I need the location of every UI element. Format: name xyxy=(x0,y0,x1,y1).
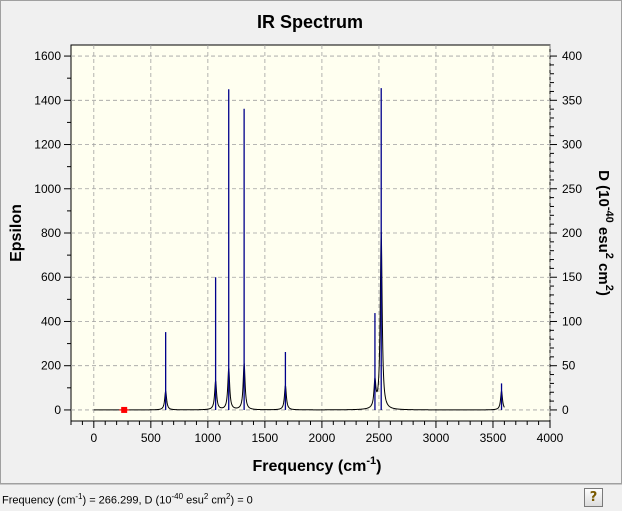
status-i: ) = 0 xyxy=(230,494,253,507)
x-axis-title-main: Frequency (cm xyxy=(253,458,367,475)
x-axis-title: Frequency (cm-1) xyxy=(253,455,382,475)
status-e: esu xyxy=(183,494,204,507)
x-tick-label: 3500 xyxy=(480,431,507,445)
y2-axis-title: D (10-40 esu2 cm2) xyxy=(595,170,615,296)
x-axis-title-end: ) xyxy=(376,458,381,475)
status-readout: Frequency (cm-1) = 266.299, D (10-40 esu… xyxy=(2,492,253,507)
status-d: -40 xyxy=(171,492,184,501)
y2-title-a: D (10 xyxy=(595,170,612,207)
x-tick-label: 3000 xyxy=(423,431,450,445)
marker-layer xyxy=(119,406,130,413)
stick-layer xyxy=(165,88,503,410)
y2-title-c: esu xyxy=(595,223,612,253)
y2-tick-label: 50 xyxy=(562,359,576,373)
x-tick-label: 2000 xyxy=(309,431,336,445)
y2-tick-label: 250 xyxy=(562,182,582,196)
help-icon: ? xyxy=(589,490,598,505)
ir-spectrum-chart: IR Spectrum 0 500 1000 1500 2000 2500 3000 3500… xyxy=(8,12,615,475)
spectrum-layer xyxy=(93,232,505,411)
x-axis-title-sup: -1 xyxy=(366,455,376,467)
y-tick-label: 600 xyxy=(41,270,61,284)
y2-tick-label: 400 xyxy=(562,49,582,63)
x-tick-label: 1000 xyxy=(195,431,222,445)
x-tick-label: 2500 xyxy=(366,431,393,445)
y2-tick-label: 100 xyxy=(562,314,582,328)
y-tick-label: 800 xyxy=(41,226,61,240)
x-tick-label: 1500 xyxy=(252,431,279,445)
status-c: ) = 266.299, D (10 xyxy=(82,494,172,507)
y-axis-title: Epsilon xyxy=(8,204,25,262)
x-tick-label: 500 xyxy=(141,431,161,445)
y-tick-label: 1000 xyxy=(34,182,61,196)
chart-window: IR Spectrum 0 500 1000 1500 2000 2500 3000 3500… xyxy=(0,0,622,484)
y2-title-g: ) xyxy=(595,291,612,296)
y2-title-d: 2 xyxy=(603,253,615,259)
x-tick-label: 4000 xyxy=(537,431,564,445)
y2-title-f: 2 xyxy=(603,285,615,291)
help-button[interactable]: ? xyxy=(584,488,603,507)
y2-title-e: cm xyxy=(595,259,612,285)
y2-tick-label: 300 xyxy=(562,138,582,152)
y2-title-b: -40 xyxy=(603,207,615,223)
status-f: 2 xyxy=(203,492,209,501)
axis-layer: 0 500 1000 1500 2000 2500 3000 3500 400002004006… xyxy=(34,49,582,445)
y2-tick-label: 0 xyxy=(562,403,569,417)
y-tick-label: 200 xyxy=(41,359,61,373)
y-tick-label: 1600 xyxy=(34,49,61,63)
status-h: 2 xyxy=(226,492,231,501)
status-b: -1 xyxy=(75,492,83,501)
y-tick-label: 1400 xyxy=(34,93,61,107)
x-tick-label: 0 xyxy=(90,431,97,445)
chart-title: IR Spectrum xyxy=(257,12,363,32)
y-tick-label: 400 xyxy=(41,314,61,328)
status-g: cm xyxy=(208,494,227,507)
status-bar: Frequency (cm-1) = 266.299, D (10-40 esu… xyxy=(0,484,622,511)
y2-tick-label: 150 xyxy=(562,270,582,284)
spectrum-line xyxy=(93,232,505,411)
y2-tick-label: 350 xyxy=(562,93,582,107)
y-tick-label: 0 xyxy=(54,403,61,417)
y2-tick-label: 200 xyxy=(562,226,582,240)
y-tick-label: 1200 xyxy=(34,138,61,152)
status-a: Frequency (cm xyxy=(2,494,76,507)
